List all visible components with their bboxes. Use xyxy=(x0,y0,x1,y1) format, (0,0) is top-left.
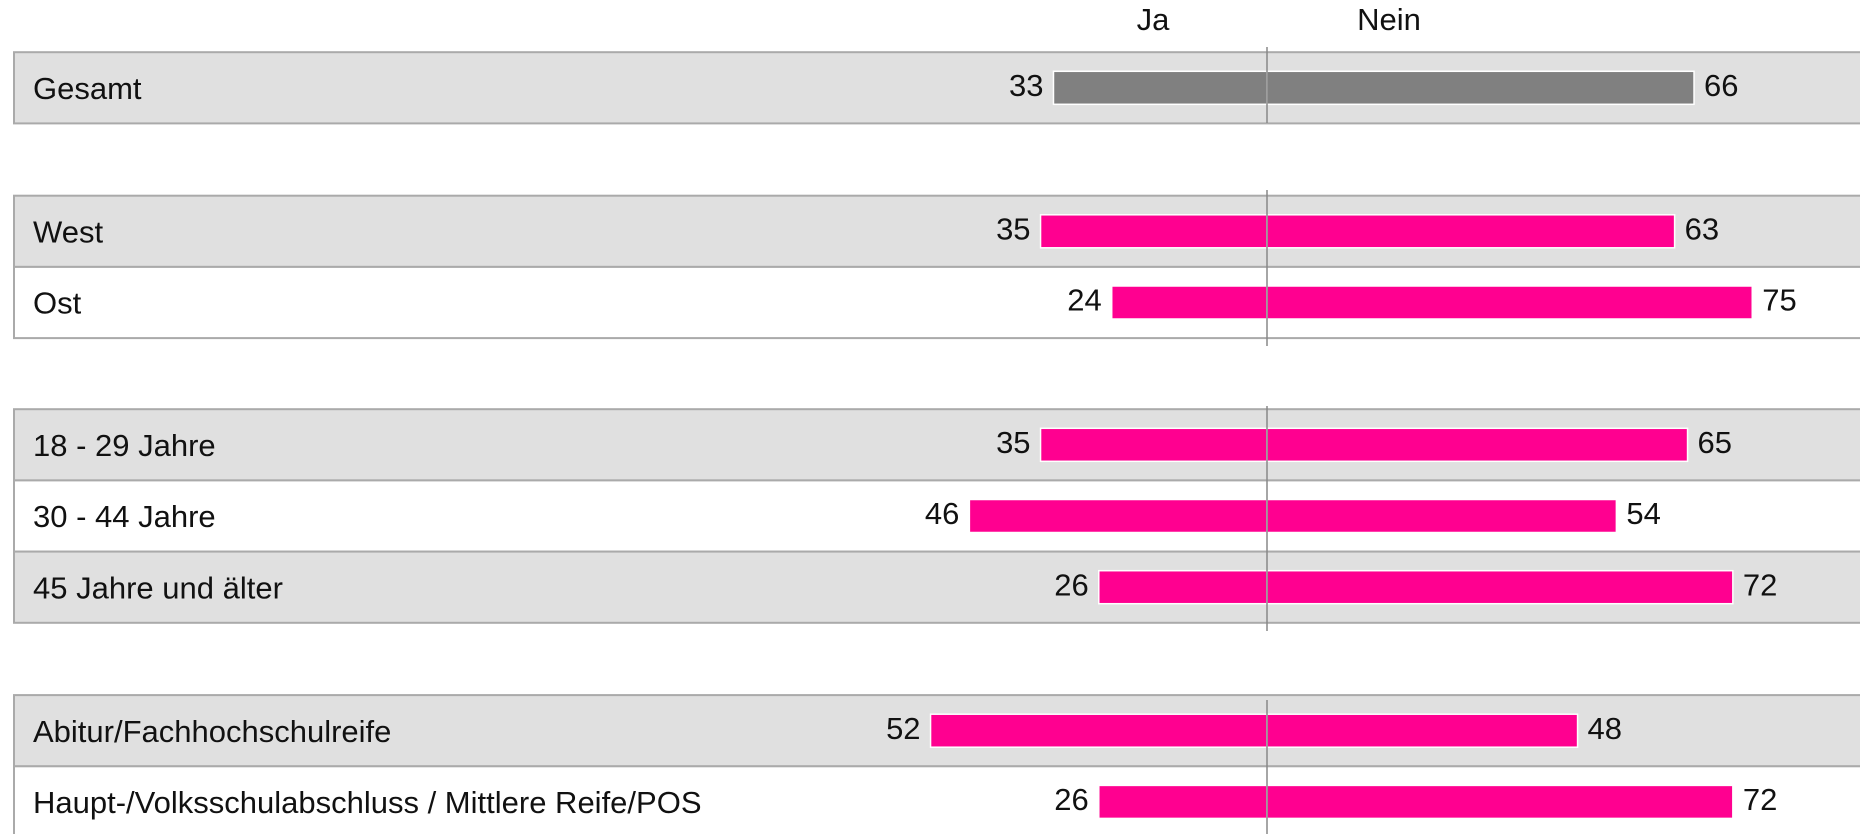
value-label: 52 xyxy=(886,711,920,746)
bar-nein xyxy=(1266,214,1676,249)
bar-nein xyxy=(1266,427,1689,463)
value-label: 48 xyxy=(1588,711,1622,746)
category-label: Ost xyxy=(33,286,82,321)
value-label: 72 xyxy=(1743,567,1777,602)
value-label: 26 xyxy=(1054,567,1088,602)
bar-nein xyxy=(1266,498,1618,534)
bar-ja xyxy=(1098,569,1268,605)
bar-ja xyxy=(1110,285,1268,320)
value-label: 24 xyxy=(1067,283,1101,318)
bar-nein xyxy=(1266,70,1695,106)
bar-ja xyxy=(929,713,1268,748)
value-label: 75 xyxy=(1762,283,1796,318)
category-label: Abitur/Fachhochschulreife xyxy=(33,714,391,749)
bar-nein xyxy=(1266,569,1734,605)
category-label: 18 - 29 Jahre xyxy=(33,428,216,463)
category-label: West xyxy=(33,214,103,249)
value-label: 26 xyxy=(1054,782,1088,817)
value-label: 35 xyxy=(996,211,1030,246)
value-label: 35 xyxy=(996,425,1030,460)
value-label: 33 xyxy=(1009,68,1043,103)
legend-nein: Nein xyxy=(1357,2,1421,37)
bar-nein xyxy=(1266,713,1579,748)
value-label: 65 xyxy=(1698,425,1732,460)
category-label: 45 Jahre und älter xyxy=(33,570,283,605)
bar-nein xyxy=(1266,784,1734,820)
bar-nein xyxy=(1266,285,1753,320)
bar-ja xyxy=(1052,70,1268,106)
category-label: Haupt-/Volksschulabschluss / Mittlere Re… xyxy=(33,785,702,820)
category-label: 30 - 44 Jahre xyxy=(33,499,216,534)
value-label: 54 xyxy=(1626,496,1660,531)
legend-ja: Ja xyxy=(1137,2,1171,37)
value-label: 63 xyxy=(1685,211,1719,246)
value-label: 46 xyxy=(925,496,959,531)
bar-ja xyxy=(1039,214,1268,249)
bar-ja xyxy=(1098,784,1268,820)
value-label: 72 xyxy=(1743,782,1777,817)
value-label: 66 xyxy=(1704,68,1738,103)
category-label: Gesamt xyxy=(33,71,142,106)
bar-ja xyxy=(968,498,1268,534)
bar-ja xyxy=(1039,427,1268,463)
